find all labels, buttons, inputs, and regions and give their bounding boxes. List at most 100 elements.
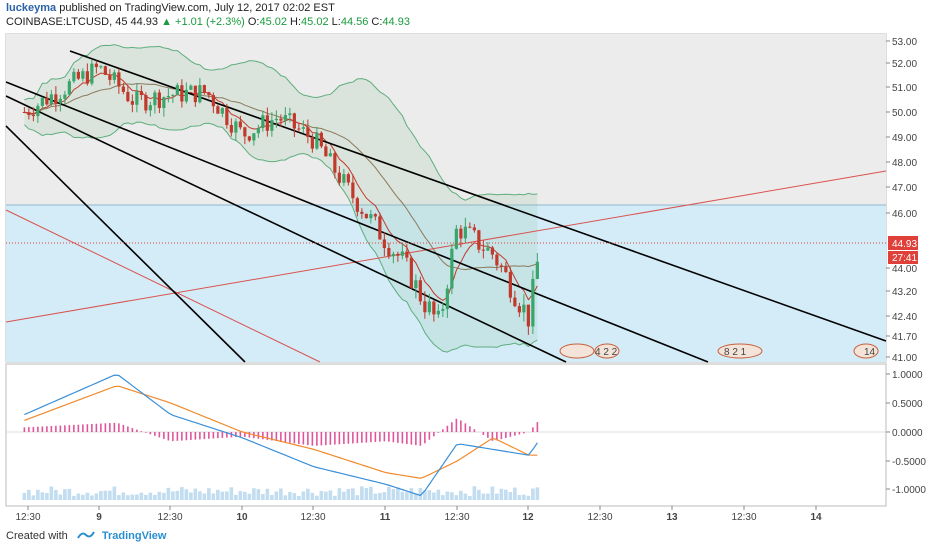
volume-bar bbox=[495, 493, 499, 500]
volume-bar bbox=[517, 495, 522, 500]
volume-bar bbox=[36, 489, 40, 500]
candle-body bbox=[270, 120, 274, 131]
volume-bar bbox=[535, 487, 540, 500]
low-label: L: bbox=[331, 16, 341, 28]
volume-bar bbox=[103, 490, 108, 500]
event-badge[interactable] bbox=[559, 343, 595, 359]
channel-line-middle bbox=[5, 81, 709, 363]
candle-body bbox=[288, 113, 292, 116]
candle-body bbox=[274, 118, 278, 121]
event-badge[interactable] bbox=[717, 343, 763, 359]
red-trendline-falling bbox=[5, 209, 321, 363]
candle-body bbox=[27, 112, 31, 116]
volume-bar bbox=[243, 491, 247, 500]
volume-bar bbox=[351, 488, 355, 500]
volume-bar bbox=[472, 486, 477, 500]
candle-body bbox=[265, 115, 269, 131]
volume-bar bbox=[292, 493, 297, 500]
volume-bar bbox=[171, 491, 175, 500]
brand-link[interactable]: TradingView bbox=[101, 530, 167, 542]
price-tick-label: 49.00 bbox=[892, 133, 917, 144]
event-badge-group-2[interactable]: 8 2 1 bbox=[717, 343, 763, 359]
candle-body bbox=[99, 66, 103, 68]
candle-body bbox=[297, 128, 301, 130]
symbol-label: COINBASE:LTCUSD, 45 bbox=[6, 16, 128, 28]
author-link[interactable]: luckeyma bbox=[6, 2, 57, 14]
candle-body bbox=[477, 230, 481, 250]
candle-body bbox=[414, 280, 418, 289]
volume-bar bbox=[225, 491, 229, 500]
last-price: 44.93 bbox=[130, 16, 159, 28]
volume-bar bbox=[238, 491, 243, 500]
event-label: 4 2 2 bbox=[595, 347, 618, 358]
volume-bar bbox=[499, 488, 504, 500]
high-label: H: bbox=[290, 16, 302, 28]
candle-body bbox=[49, 94, 53, 105]
volume-bar bbox=[153, 494, 157, 500]
volume-bar bbox=[436, 489, 441, 500]
candle-body bbox=[486, 247, 490, 251]
candle-body bbox=[157, 92, 161, 108]
countdown-badge-text: 27:41 bbox=[892, 253, 917, 264]
candle-body bbox=[427, 301, 431, 313]
candle-body bbox=[432, 301, 436, 315]
candle-body bbox=[247, 136, 251, 141]
volume-bar bbox=[459, 490, 463, 500]
candle-body bbox=[121, 86, 125, 92]
candle-body bbox=[180, 85, 184, 102]
price-axis[interactable]: 53.00 52.00 51.00 50.00 49.00 48.00 47.00 46.00… bbox=[886, 37, 917, 364]
macd-tick-label: -0.5000 bbox=[892, 457, 926, 468]
volume-bar bbox=[144, 494, 148, 500]
volume-bar bbox=[234, 494, 238, 500]
macd-tick-label: 1.0000 bbox=[892, 370, 923, 381]
candle-body bbox=[373, 214, 377, 217]
candle-body bbox=[463, 226, 467, 239]
candle-body bbox=[382, 239, 386, 249]
volume-bar bbox=[180, 487, 184, 500]
price-tick-label: 43.20 bbox=[892, 287, 917, 298]
candle-body bbox=[162, 97, 166, 108]
event-badge[interactable] bbox=[853, 343, 879, 359]
candle-body bbox=[103, 66, 107, 75]
macd-pane[interactable] bbox=[5, 363, 887, 507]
volume-bar bbox=[256, 489, 261, 500]
created-with-text: Created with bbox=[6, 530, 68, 542]
candle-body bbox=[252, 133, 256, 141]
volume-bar bbox=[360, 486, 364, 500]
volume-bar bbox=[418, 488, 423, 500]
candle-body bbox=[202, 85, 206, 93]
volume-bar bbox=[99, 491, 103, 500]
chart-header: luckeyma published on TradingView.com, J… bbox=[4, 0, 904, 30]
candle-body bbox=[351, 182, 355, 199]
macd-tick-label: -1.0000 bbox=[892, 485, 926, 496]
volume-bar bbox=[117, 495, 121, 500]
last-price-badge-text: 44.93 bbox=[892, 239, 917, 250]
volume-bar bbox=[85, 492, 90, 500]
candle-body bbox=[81, 71, 85, 79]
candle-body bbox=[171, 95, 175, 97]
candle-body bbox=[535, 261, 539, 279]
volume-bar bbox=[328, 490, 333, 500]
volume-bar bbox=[346, 488, 351, 500]
macd-axis[interactable]: 1.0000 0.5000 0.0000 -0.5000 -1.0000 bbox=[886, 370, 926, 496]
candle-body bbox=[261, 115, 265, 129]
price-tick-label: 47.00 bbox=[892, 183, 917, 194]
volume-bar bbox=[157, 491, 162, 500]
last-price-badge bbox=[888, 236, 918, 250]
volume-bar bbox=[486, 493, 490, 500]
macd-line bbox=[24, 374, 538, 497]
volume-bar bbox=[288, 492, 292, 500]
candle-series bbox=[22, 59, 539, 335]
channel-line-lower bbox=[5, 95, 567, 363]
volume-bar bbox=[396, 487, 400, 500]
volume-bar bbox=[49, 486, 54, 500]
volume-bar bbox=[193, 488, 198, 500]
time-axis[interactable]: 12:30 9 12:30 10 12:30 11 12:30 12 12:30 13 12:30 1… bbox=[15, 506, 822, 523]
event-badge-group-3[interactable]: 14 bbox=[853, 343, 879, 359]
time-tick-label: 14 bbox=[810, 512, 822, 523]
event-badge[interactable] bbox=[594, 343, 620, 359]
volume-bar bbox=[310, 492, 315, 500]
candle-body bbox=[90, 63, 94, 84]
event-badge-group-1[interactable]: 4 2 2 bbox=[559, 343, 620, 359]
